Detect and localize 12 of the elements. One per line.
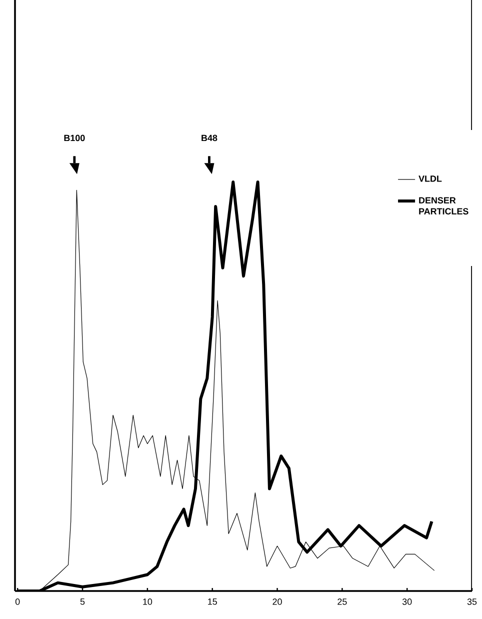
x-tick-label: 5 — [80, 598, 85, 605]
legend-label: VLDL — [418, 176, 442, 182]
x-tick-label: 25 — [338, 598, 347, 605]
legend-label: DENSER PARTICLES — [419, 197, 468, 214]
x-tick-label: 35 — [467, 598, 477, 605]
x-tick-label: 15 — [208, 598, 217, 605]
x-tick-label: 10 — [143, 598, 152, 605]
x-tick-label: 0 — [15, 598, 20, 605]
text: B48 — [202, 134, 218, 142]
text: B100 — [64, 134, 85, 142]
x-tick-label: 30 — [402, 598, 412, 605]
x-tick-label: 20 — [272, 598, 282, 605]
